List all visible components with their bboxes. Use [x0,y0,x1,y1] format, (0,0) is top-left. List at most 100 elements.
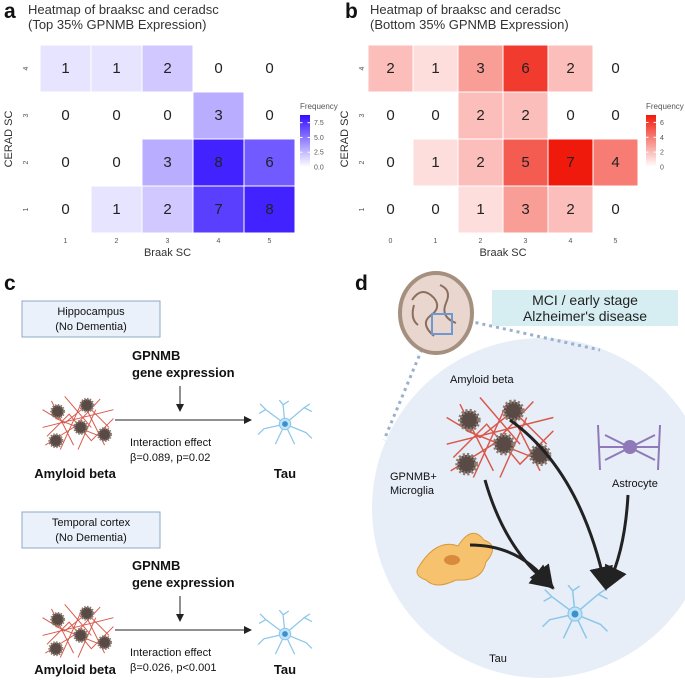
colorbar-label: 4 [660,135,664,142]
cell-label: 0 [611,60,619,77]
cell-label: 3 [476,60,484,77]
x-tick-label: 2 [115,238,119,245]
colorbar-label: 2.5 [314,150,324,157]
heatmap-cell [193,45,244,92]
colorbar-label: 0.0 [314,165,324,172]
heatmap-cell [413,186,458,233]
stage-box [492,290,678,326]
heatmap-cell [91,92,142,139]
heatmap-cell [593,92,638,139]
y-tick-label: 1 [23,207,30,211]
cell-label: 0 [61,201,69,218]
condition: (No Dementia) [55,321,127,333]
y-axis-label: CERAD SC [3,111,15,168]
x-tick-label: 4 [217,238,221,245]
heatmap-cell [458,92,503,139]
heatmap-cell [244,92,295,139]
cell-label: 0 [611,107,619,124]
cell-label: 1 [61,60,69,77]
region-box [21,511,161,549]
cell-label: 2 [521,107,529,124]
legend-title: Frequency [646,102,684,111]
amyloid-icon [41,395,115,451]
x-tick-label: 5 [268,238,272,245]
panel-label: b [345,0,358,23]
cell-label: 0 [61,107,69,124]
x-tick-label: 2 [479,238,483,245]
gene-line2: gene expression [132,365,235,380]
cell-label: 8 [214,154,222,171]
heatmap-cell [593,45,638,92]
arrow [469,543,554,590]
stats: β=0.089, p=0.02 [130,452,210,464]
y-tick-label: 4 [359,66,366,70]
cell-label: 6 [521,60,529,77]
stage: MCI / early stage [532,292,638,308]
heatmap-cell [503,186,548,233]
heatmap-cell [548,139,593,186]
colorbar-label: 6 [660,120,664,127]
cell-label: 2 [566,60,574,77]
heatmap-cell [244,45,295,92]
heatmap-cell [91,45,142,92]
cell-label: 0 [112,107,120,124]
x-tick-label: 0 [389,238,393,245]
effect: Interaction effect [130,647,211,659]
y-tick-label: 3 [23,113,30,117]
heatmap-cell [458,186,503,233]
x-tick-label: 1 [64,238,68,245]
heatmap-cell [193,92,244,139]
source: Amyloid beta [34,466,116,481]
cell-label: 3 [214,107,222,124]
chart-title: Heatmap of braaksc and ceradsc [28,2,219,17]
heatmap-cell [593,186,638,233]
cell-label: 1 [112,201,120,218]
cell-label: 1 [431,154,439,171]
colorbar [646,115,656,167]
heatmap-cell [413,139,458,186]
colorbar-label: 7.5 [314,120,324,127]
heatmap-cell [244,139,295,186]
cell-label: 1 [476,201,484,218]
cell-label: 2 [566,201,574,218]
heatmap-cell [503,45,548,92]
heatmap-cell [142,186,193,233]
panel-label: d [355,272,368,295]
cell-label: 0 [431,107,439,124]
target: Tau [274,662,296,677]
heatmap-cell [193,139,244,186]
cell-label: 0 [431,201,439,218]
heatmap-cell [548,92,593,139]
arrow [509,418,613,591]
heatmap-cell [458,139,503,186]
panel-label: c [4,272,16,295]
zoom-box [431,313,453,335]
y-tick-label: 2 [23,160,30,164]
heatmap-cell [40,92,91,139]
microglia-label: GPNMB+ [390,471,437,483]
heatmap-cell [91,139,142,186]
cell-label: 5 [521,154,529,171]
region: Temporal cortex [52,517,131,529]
colorbar-label: 0 [660,165,664,172]
chart-subtitle: (Bottom 35% GPNMB Expression) [370,17,569,32]
neuron-icon [257,610,313,655]
cell-label: 0 [386,201,394,218]
colorbar [300,115,310,167]
zoom-line [382,329,432,441]
cell-label: 0 [265,60,273,77]
x-tick-label: 1 [434,238,438,245]
x-tick-label: 5 [614,238,618,245]
source: Amyloid beta [34,662,116,677]
y-tick-label: 3 [359,113,366,117]
heatmap-cell [368,92,413,139]
heatmap-cell [244,186,295,233]
x-axis-label: Braak SC [479,247,526,259]
microglia-label: Microglia [390,485,435,497]
heatmap-cell [503,92,548,139]
heatmap-cell [413,45,458,92]
cell-label: 1 [431,60,439,77]
heatmap-cell [593,139,638,186]
cell-label: 0 [163,107,171,124]
